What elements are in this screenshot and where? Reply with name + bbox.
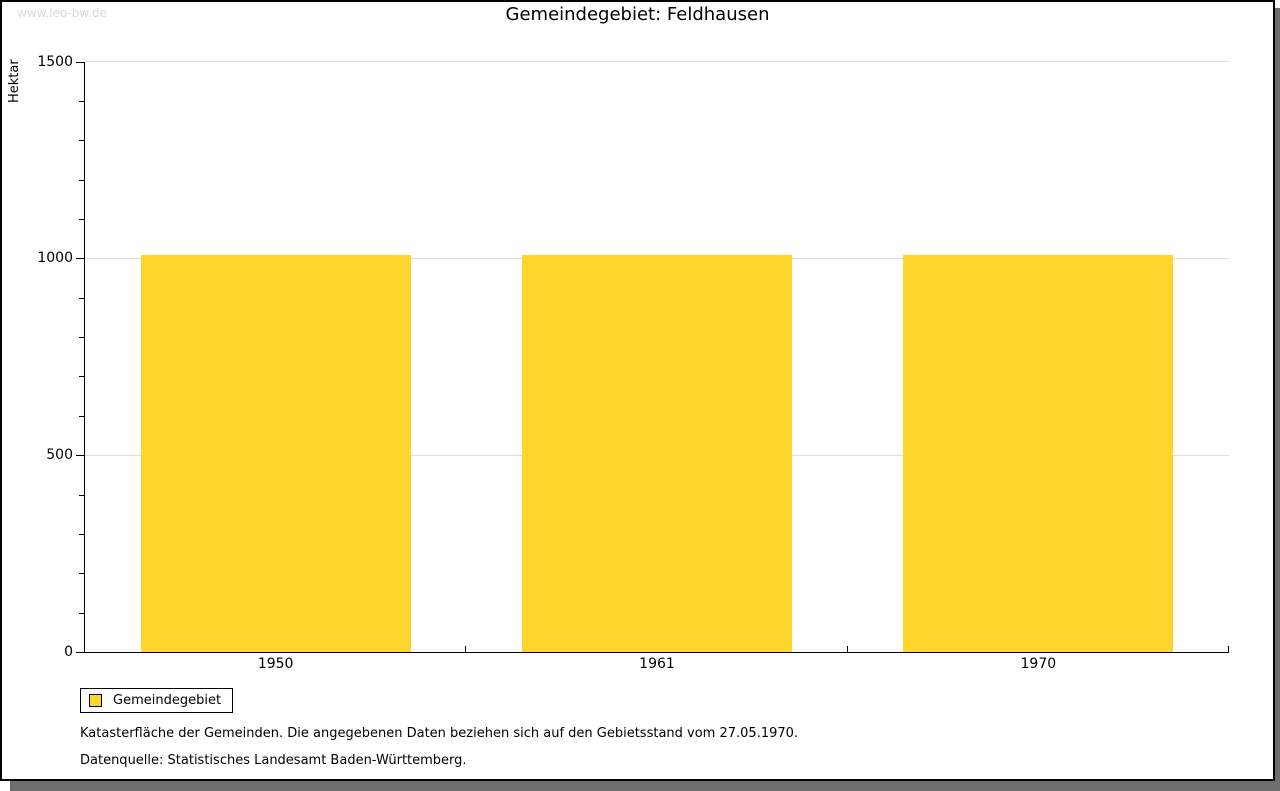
- x-tick-label-1970: 1970: [1020, 656, 1057, 672]
- legend: Gemeindegebiet: [80, 688, 233, 713]
- footnote-data-source: Datenquelle: Statistisches Landesamt Bad…: [80, 753, 467, 768]
- y-major-tick: [76, 258, 84, 260]
- y-minor-tick: [79, 337, 84, 339]
- y-minor-tick: [79, 573, 84, 575]
- y-minor-tick: [79, 297, 84, 299]
- y-tick-label: 1000: [37, 250, 73, 267]
- legend-label: Gemeindegebiet: [113, 693, 222, 708]
- x-tick-label-1950: 1950: [257, 656, 294, 672]
- y-minor-tick: [79, 179, 84, 181]
- y-minor-tick: [79, 612, 84, 614]
- y-minor-tick: [79, 218, 84, 220]
- panel-shadow-right: [1275, 8, 1280, 791]
- x-axis: [84, 652, 1229, 653]
- x-boundary-tick: [846, 646, 848, 652]
- y-minor-tick: [79, 494, 84, 496]
- y-minor-tick: [79, 140, 84, 142]
- y-axis: [84, 61, 85, 653]
- y-tick-label: 500: [46, 447, 73, 464]
- y-major-tick: [76, 455, 84, 457]
- y-minor-tick: [79, 100, 84, 102]
- bar-1970: [903, 255, 1174, 652]
- panel-shadow-bottom: [10, 781, 1280, 791]
- y-minor-tick: [79, 415, 84, 417]
- y-tick-label: 0: [64, 644, 73, 660]
- watermark: www.leo-bw.de: [17, 6, 107, 20]
- y-minor-tick: [79, 376, 84, 378]
- x-boundary-tick: [465, 646, 467, 652]
- legend-swatch: [89, 694, 102, 707]
- x-tick-label-1961: 1961: [639, 656, 675, 672]
- x-boundary-tick: [1228, 646, 1229, 652]
- footnote-source-note: Katasterfläche der Gemeinden. Die angege…: [80, 726, 799, 741]
- y-major-tick: [76, 61, 84, 63]
- y-minor-tick: [79, 533, 84, 535]
- gridline: [85, 61, 1229, 62]
- y-tick-label: 1500: [37, 53, 73, 70]
- chart-title: Gemeindegebiet: Feldhausen: [505, 4, 770, 25]
- bar-1961: [522, 255, 792, 652]
- bar-1950: [140, 255, 411, 652]
- y-major-tick: [76, 652, 84, 653]
